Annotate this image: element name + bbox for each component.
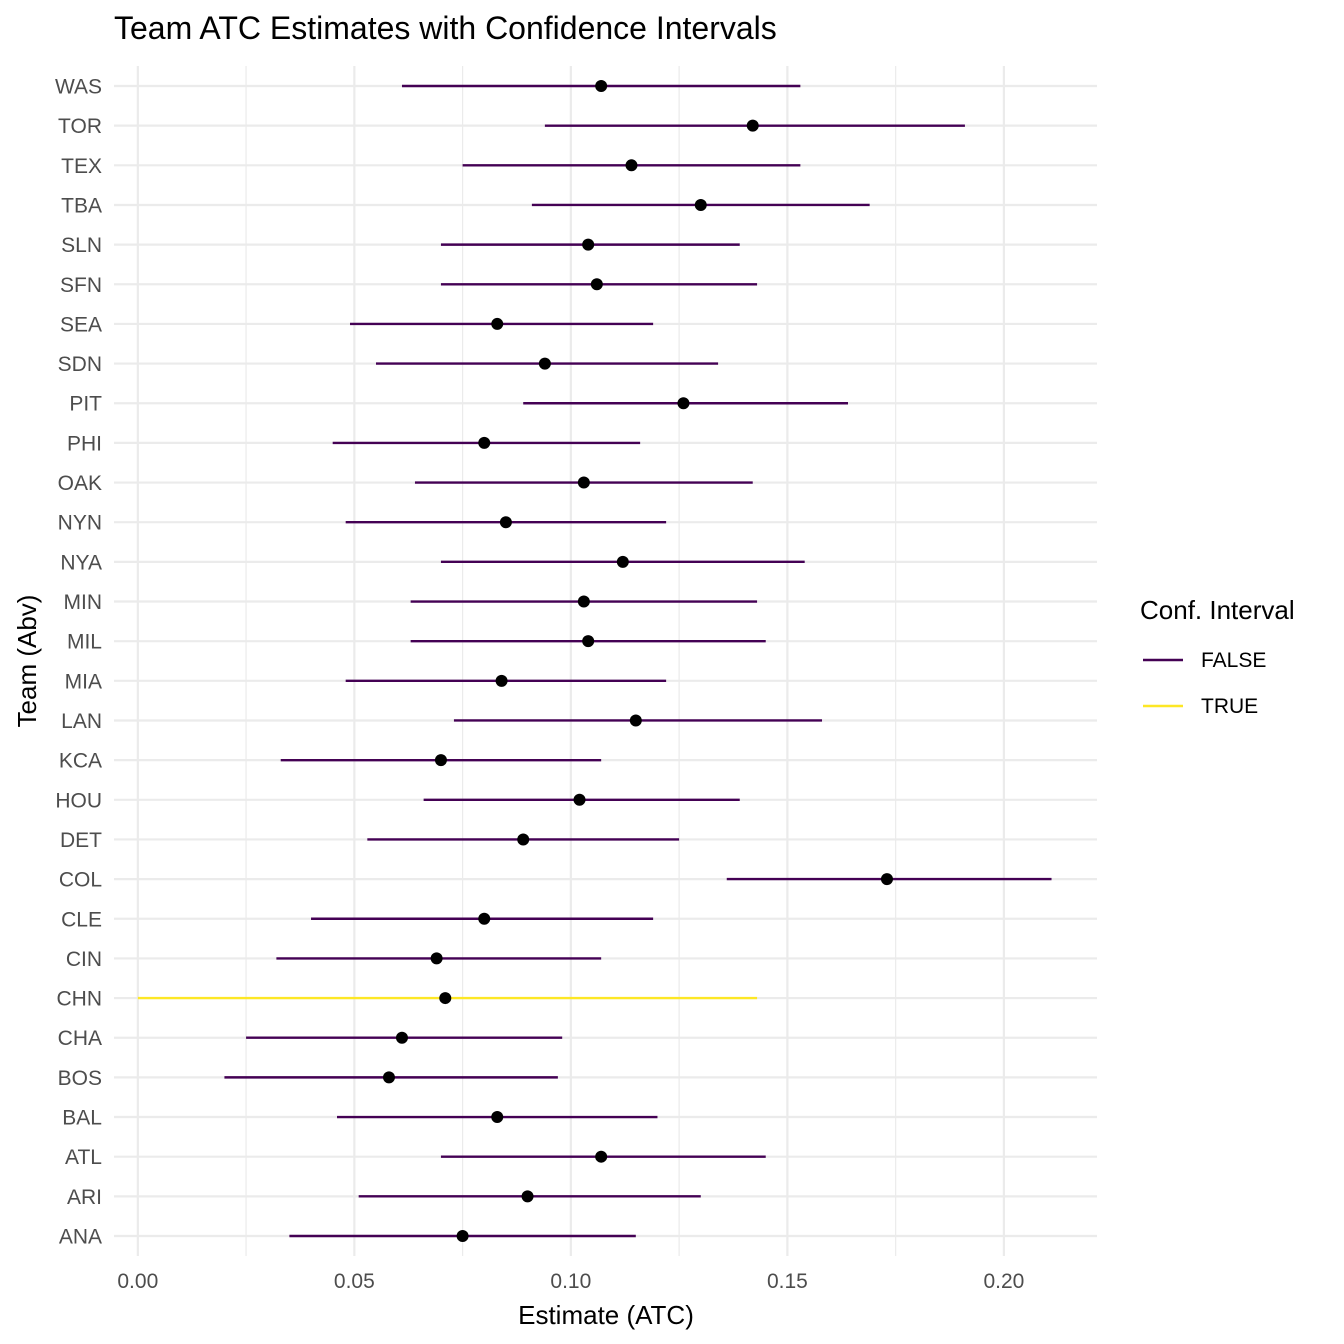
interval-lines (137, 84, 1052, 1238)
y-tick-label: CLE (61, 908, 102, 931)
estimate-point-tba (694, 198, 707, 211)
y-tick-label: PHI (67, 432, 102, 455)
estimate-point-mil (582, 635, 595, 648)
chart-title: Team ATC Estimates with Confidence Inter… (114, 10, 777, 46)
y-axis-title: Team (Abv) (12, 595, 42, 728)
legend-label-true: TRUE (1201, 695, 1258, 718)
estimate-point-was (595, 80, 608, 92)
legend-title: Conf. Interval (1140, 595, 1295, 625)
estimate-point-pit (677, 397, 690, 410)
y-tick-label: CHN (57, 988, 103, 1011)
x-tick-label: 0.15 (767, 1270, 808, 1293)
y-tick-label: HOU (55, 789, 102, 812)
estimate-point-hou (573, 793, 586, 806)
estimate-point-tex (625, 159, 638, 172)
y-tick-label: MIA (65, 670, 102, 693)
x-tick-labels: 0.00 0.05 0.10 0.15 0.20 (117, 1270, 1024, 1293)
estimate-point-nyn (499, 516, 512, 529)
estimate-point-sea (491, 317, 504, 330)
x-tick-label: 0.10 (550, 1270, 591, 1293)
y-tick-labels: ANA ARI ATL BAL BOS CHA CHN CIN CLE COL DET HOU KCA L… (55, 76, 102, 1249)
y-tick-label: CHA (58, 1027, 102, 1050)
y-tick-label: SDN (58, 353, 102, 376)
estimate-point-mia (495, 674, 508, 687)
estimate-point-bal (491, 1111, 504, 1124)
estimate-point-ana (456, 1230, 469, 1242)
estimate-point-nya (616, 555, 629, 568)
estimate-point-cle (478, 912, 491, 925)
estimate-point-sfn (590, 278, 603, 291)
y-tick-label: TBA (61, 194, 102, 217)
y-tick-label: PIT (69, 393, 102, 416)
estimate-point-phi (478, 436, 491, 449)
estimate-point-bos (382, 1071, 395, 1084)
y-tick-label: LAN (61, 710, 102, 733)
legend: Conf. Interval FALSE TRUE (1140, 595, 1295, 718)
y-tick-label: TOR (58, 115, 102, 138)
y-tick-label: SLN (61, 234, 102, 257)
x-axis-title: Estimate (ATC) (518, 1300, 694, 1330)
y-tick-label: CIN (66, 948, 102, 971)
y-tick-label: MIN (64, 591, 103, 614)
estimate-points (382, 80, 893, 1242)
estimate-point-det (517, 833, 530, 846)
estimate-point-sln (582, 238, 595, 251)
y-tick-label: BAL (62, 1107, 102, 1130)
estimate-point-ari (521, 1190, 534, 1203)
y-tick-label: COL (59, 869, 102, 892)
legend-label-false: FALSE (1201, 649, 1266, 672)
estimate-point-oak (577, 476, 590, 489)
y-tick-label: ANA (59, 1226, 102, 1249)
y-tick-label: BOS (58, 1067, 102, 1090)
y-tick-label: TEX (61, 155, 102, 178)
estimate-point-tor (746, 119, 759, 132)
estimate-point-cha (395, 1031, 408, 1044)
estimate-point-cin (430, 952, 443, 965)
y-tick-label: DET (60, 829, 102, 852)
y-tick-label: SEA (60, 313, 102, 336)
y-tick-label: OAK (58, 472, 102, 495)
x-tick-label: 0.05 (334, 1270, 375, 1293)
y-tick-label: NYA (60, 551, 102, 574)
estimate-point-sdn (538, 357, 551, 370)
y-tick-label: ARI (67, 1186, 102, 1209)
y-tick-label: NYN (58, 512, 102, 535)
y-tick-label: SFN (60, 274, 102, 297)
estimate-point-atl (595, 1150, 608, 1163)
estimate-point-lan (629, 714, 642, 727)
estimate-point-min (577, 595, 590, 608)
x-tick-label: 0.20 (983, 1270, 1024, 1293)
y-tick-label: MIL (67, 631, 102, 654)
y-tick-label: KCA (59, 750, 102, 773)
x-tick-label: 0.00 (117, 1270, 158, 1293)
y-tick-label: ATL (65, 1146, 102, 1169)
estimate-point-col (880, 873, 893, 886)
estimate-point-kca (434, 754, 447, 767)
y-tick-label: WAS (55, 76, 102, 99)
estimate-point-chn (439, 992, 452, 1005)
